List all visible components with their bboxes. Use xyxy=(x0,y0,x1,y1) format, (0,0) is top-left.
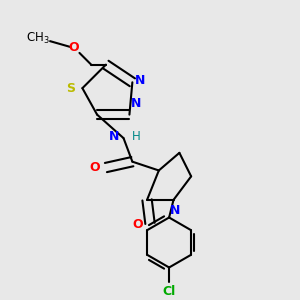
Text: N: N xyxy=(131,97,141,110)
Text: N: N xyxy=(109,130,119,143)
Text: O: O xyxy=(68,40,79,53)
Text: S: S xyxy=(66,82,75,95)
Text: O: O xyxy=(89,161,100,174)
Text: CH$_3$: CH$_3$ xyxy=(26,31,50,46)
Text: N: N xyxy=(135,74,146,87)
Text: O: O xyxy=(132,218,143,231)
Text: H: H xyxy=(132,130,141,143)
Text: N: N xyxy=(170,204,180,217)
Text: Cl: Cl xyxy=(163,285,176,298)
